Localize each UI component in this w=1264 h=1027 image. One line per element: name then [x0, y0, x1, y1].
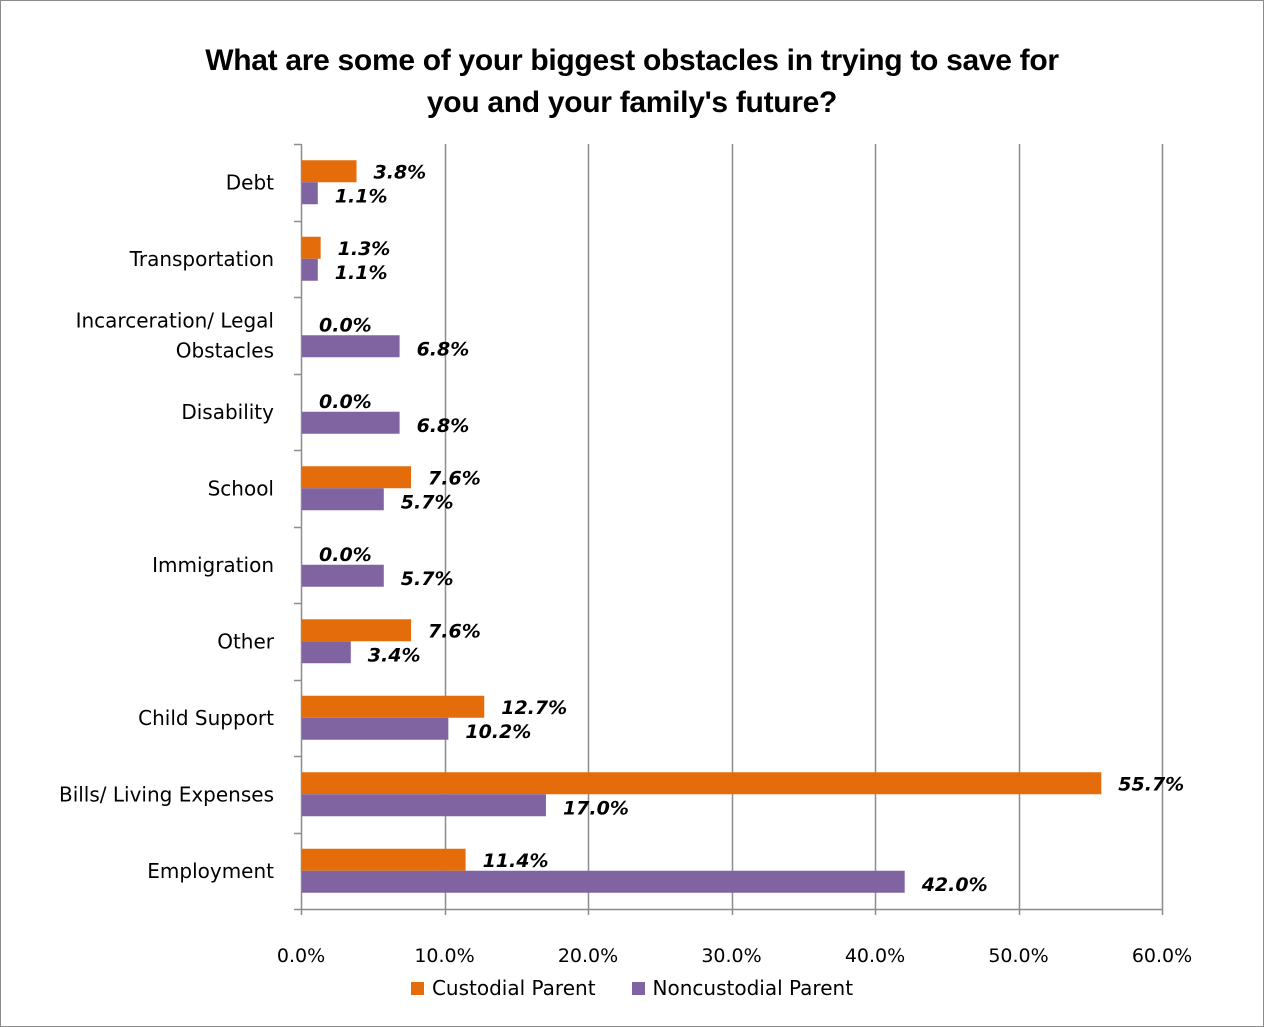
data-label-custodial: 11.4%: [483, 850, 549, 872]
x-tick-label: 0.0%: [277, 945, 325, 967]
category-label: Child Support: [138, 706, 274, 730]
category-label: Incarceration/ Legal: [76, 308, 274, 332]
data-label-noncustodial: 1.1%: [335, 185, 388, 207]
data-label-noncustodial: 3.4%: [368, 644, 421, 666]
legend-label-custodial: Custodial Parent: [431, 976, 596, 1000]
category-label: Transportation: [129, 247, 274, 271]
x-tick-label: 40.0%: [845, 945, 905, 967]
bar-custodial: [302, 695, 485, 718]
labels: 0.0% 10.0% 20.0% 30.0% 40.0% 50.0% 60.0% Debt 3.…: [59, 161, 1192, 967]
legend-swatch-custodial: [410, 981, 424, 995]
data-label-noncustodial: 6.8%: [417, 338, 470, 360]
data-label-noncustodial: 17.0%: [563, 797, 629, 819]
legend-swatch-noncustodial: [631, 981, 645, 995]
legend-item-noncustodial: Noncustodial Parent: [631, 976, 854, 1000]
data-label-noncustodial: 1.1%: [335, 262, 388, 284]
bar-noncustodial: [302, 794, 546, 817]
category-label: Disability: [181, 400, 274, 424]
data-label-noncustodial: 42.0%: [921, 874, 988, 896]
bar-custodial: [302, 848, 466, 871]
axes: [294, 143, 1164, 915]
bar-noncustodial: [302, 258, 318, 281]
data-label-custodial: 3.8%: [374, 161, 427, 183]
x-tick-label: 60.0%: [1132, 945, 1192, 967]
data-label-custodial: 0.0%: [319, 544, 372, 566]
data-label-custodial: 12.7%: [501, 697, 567, 719]
category-label: Employment: [147, 859, 274, 883]
x-tick-label: 10.0%: [414, 945, 474, 967]
data-label-custodial: 55.7%: [1118, 773, 1184, 795]
bar-noncustodial: [302, 488, 384, 511]
x-tick-label: 20.0%: [558, 945, 618, 967]
bar-noncustodial: [302, 335, 400, 358]
category-label: Bills/ Living Expenses: [59, 782, 274, 806]
chart-title: What are some of your biggest obstacles …: [0, 40, 1264, 124]
bar-noncustodial: [302, 717, 449, 740]
legend-label-noncustodial: Noncustodial Parent: [652, 976, 854, 1000]
data-label-noncustodial: 5.7%: [401, 491, 454, 513]
data-label-custodial: 7.6%: [428, 620, 481, 642]
category-label: School: [208, 476, 274, 500]
category-label: Other: [217, 629, 275, 653]
bar-noncustodial: [302, 182, 318, 205]
bar-noncustodial: [302, 870, 905, 893]
x-tick-label: 50.0%: [988, 945, 1048, 967]
data-label-custodial: 7.6%: [428, 467, 481, 489]
legend: Custodial Parent Noncustodial Parent: [0, 976, 1264, 1000]
bar-custodial: [302, 466, 412, 489]
data-label-noncustodial: 6.8%: [417, 415, 470, 437]
bar-custodial: [302, 772, 1102, 795]
data-label-noncustodial: 5.7%: [401, 568, 454, 590]
data-label-noncustodial: 10.2%: [465, 721, 531, 743]
bar-custodial: [302, 236, 321, 259]
data-label-custodial: 1.3%: [338, 238, 391, 260]
bar-custodial: [302, 619, 412, 642]
category-label: Obstacles: [176, 338, 274, 362]
chart-title-line-2: you and your family's future?: [426, 86, 838, 119]
chart-title-line-1: What are some of your biggest obstacles …: [205, 44, 1059, 77]
legend-item-custodial: Custodial Parent: [410, 976, 596, 1000]
category-label: Immigration: [152, 553, 274, 577]
bar-noncustodial: [302, 411, 400, 434]
bar-noncustodial: [302, 564, 384, 587]
bars: [302, 160, 1102, 893]
bar-noncustodial: [302, 641, 351, 664]
bar-custodial: [302, 160, 357, 183]
data-label-custodial: 0.0%: [319, 391, 372, 413]
x-tick-label: 30.0%: [701, 945, 761, 967]
category-label: Debt: [226, 170, 274, 194]
data-label-custodial: 0.0%: [319, 314, 372, 336]
